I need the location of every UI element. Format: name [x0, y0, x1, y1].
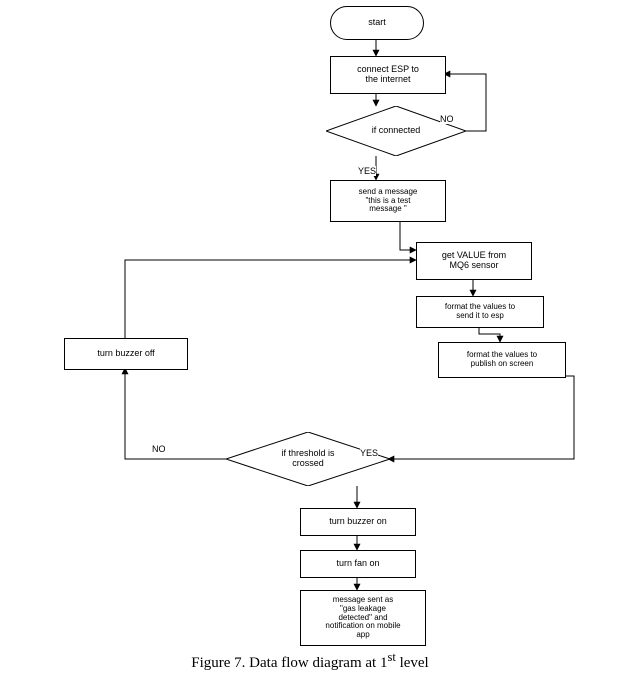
node-label: turn buzzer off — [97, 349, 154, 359]
node-fan-on: turn fan on — [300, 550, 416, 578]
node-label: turn fan on — [336, 559, 379, 569]
edge-label-no-2: NO — [152, 444, 166, 454]
node-label: turn buzzer on — [329, 517, 387, 527]
node-label: if connected — [372, 126, 421, 136]
figure-caption: Figure 7. Data flow diagram at 1st level — [0, 650, 620, 672]
caption-prefix: Figure 7. Data flow diagram at 1 — [191, 655, 387, 671]
caption-sup: st — [387, 650, 395, 664]
node-buzzer-off: turn buzzer off — [64, 338, 188, 370]
node-label: send a message"this is a testmessage " — [359, 188, 418, 214]
edge-label-yes-1: YES — [358, 166, 376, 176]
flowchart-stage: start connect ESP tothe internet if conn… — [0, 0, 620, 674]
node-msg-sent: message sent as"gas leakagedetected" and… — [300, 590, 426, 646]
node-label: message sent as"gas leakagedetected" and… — [325, 596, 400, 640]
node-label: get VALUE fromMQ6 sensor — [442, 251, 506, 271]
caption-suffix: level — [396, 655, 429, 671]
node-if-connected: if connected — [326, 106, 466, 156]
node-get-value: get VALUE fromMQ6 sensor — [416, 242, 532, 280]
node-format-esp: format the values tosend it to esp — [416, 296, 544, 328]
node-label: connect ESP tothe internet — [357, 65, 419, 85]
node-connect: connect ESP tothe internet — [330, 56, 446, 94]
node-format-screen: format the values topublish on screen — [438, 342, 566, 378]
node-send-test: send a message"this is a testmessage " — [330, 180, 446, 222]
node-label: if threshold iscrossed — [281, 449, 334, 469]
node-threshold: if threshold iscrossed — [226, 432, 390, 486]
node-label: start — [368, 18, 386, 28]
node-label: format the values topublish on screen — [467, 351, 537, 369]
node-start: start — [330, 6, 424, 40]
node-buzzer-on: turn buzzer on — [300, 508, 416, 536]
node-label: format the values tosend it to esp — [445, 303, 515, 321]
